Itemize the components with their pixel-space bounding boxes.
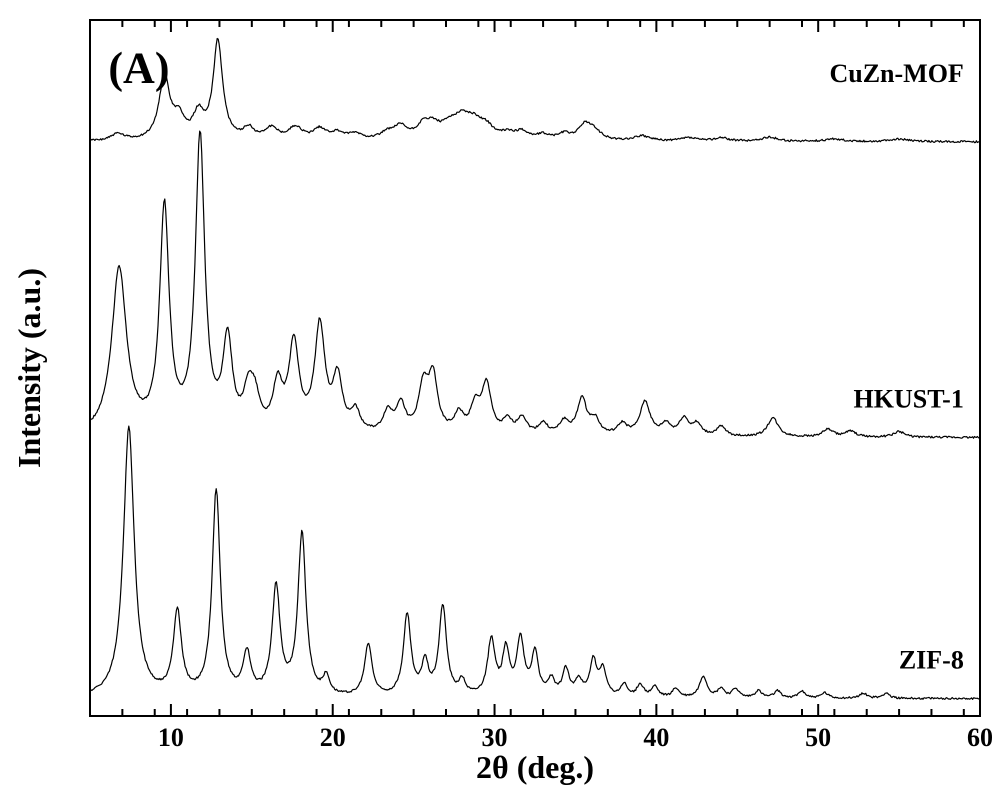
panel-label: (A) bbox=[108, 43, 169, 92]
xrd-trace-cuzn-mof bbox=[90, 39, 979, 143]
x-tick-label: 30 bbox=[482, 723, 508, 752]
x-tick-label: 20 bbox=[320, 723, 346, 752]
xrd-trace-hkust-1 bbox=[90, 131, 979, 438]
x-axis-label: 2θ (deg.) bbox=[476, 749, 594, 785]
x-tick-label: 50 bbox=[805, 723, 831, 752]
xrd-chart-svg: 10 20 30 40 50 60 2θ (deg.) Intensity (a.u.) (A)… bbox=[0, 0, 1000, 794]
x-tick-label: 10 bbox=[158, 723, 184, 752]
x-tick-label: 60 bbox=[967, 723, 993, 752]
series-label-cuzn-mof: CuZn-MOF bbox=[829, 59, 963, 88]
series-label-zif-8: ZIF-8 bbox=[899, 646, 964, 675]
traces-group bbox=[90, 39, 979, 700]
xrd-trace-zif-8 bbox=[90, 426, 979, 699]
plot-frame bbox=[90, 20, 980, 716]
series-label-hkust-1: HKUST-1 bbox=[854, 385, 964, 414]
x-tick-label: 40 bbox=[643, 723, 669, 752]
y-axis-label: Intensity (a.u.) bbox=[11, 268, 47, 468]
xrd-chart-container: 10 20 30 40 50 60 2θ (deg.) Intensity (a.u.) (A)… bbox=[0, 0, 1000, 794]
